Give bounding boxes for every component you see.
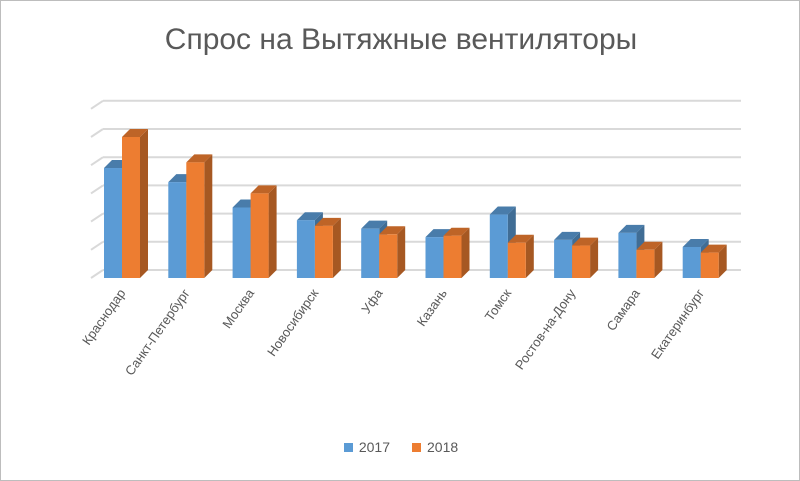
x-tick-label: Казань: [414, 286, 450, 329]
bar-2017: [104, 168, 122, 278]
legend-item-2017: 2017: [343, 439, 390, 455]
gridline-depth: [90, 128, 104, 138]
bar-top: [636, 241, 663, 250]
bar-2017: [618, 232, 637, 278]
bar-2017: [554, 239, 573, 278]
chart-title: Спрос на Вытяжные вентиляторы: [164, 23, 638, 56]
legend-label: 2017: [358, 439, 390, 455]
bar-2018: [507, 242, 526, 278]
gridline-depth: [90, 156, 104, 167]
bar-2018: [250, 193, 269, 278]
bar-side: [461, 227, 470, 278]
gridline-depth: [90, 212, 104, 223]
bar-top: [700, 244, 727, 253]
legend-swatch-2017: [343, 442, 353, 452]
legend-label: 2018: [427, 439, 459, 455]
bar-2018: [186, 162, 205, 278]
bar-top: [618, 224, 645, 233]
x-tick-label: Москва: [219, 285, 257, 331]
x-tick-label: Санкт-Петербург: [122, 286, 193, 378]
bar-side: [204, 154, 213, 278]
legend-item-2018: 2018: [412, 439, 458, 455]
legend: 2017 2018: [1, 439, 799, 455]
bar-2017: [361, 228, 380, 278]
bar-2018: [443, 235, 462, 278]
bar-2018: [636, 249, 655, 278]
bar-top: [507, 234, 534, 243]
x-tick-label: Краснодар: [79, 286, 128, 348]
bar-top: [361, 220, 388, 229]
bar-side: [525, 234, 534, 278]
bar-top: [554, 231, 581, 240]
bar-2018: [572, 245, 591, 278]
bar-2017: [489, 214, 508, 278]
bar-top: [296, 212, 323, 221]
bar-2017: [425, 237, 444, 278]
bar-side: [718, 244, 727, 278]
bar-side: [654, 241, 663, 278]
legend-swatch-2018: [412, 442, 421, 452]
bar-top: [489, 206, 516, 215]
x-tick-label: Самара: [603, 285, 643, 333]
bar-side: [332, 217, 341, 278]
bar-2017: [296, 220, 315, 278]
bar-2018: [314, 225, 333, 278]
bar-2017: [232, 207, 251, 278]
bar-top: [572, 237, 599, 246]
gridline-depth: [90, 269, 104, 279]
gridline-depth: [90, 240, 104, 251]
x-tick-label: Уфа: [358, 285, 386, 316]
bar-top: [186, 154, 213, 163]
bar-2018: [379, 234, 398, 278]
bar-top: [122, 129, 148, 137]
bar-side: [397, 226, 406, 278]
bar-top: [314, 217, 341, 226]
x-tick-label: Томск: [482, 286, 515, 324]
bar-side: [268, 185, 277, 278]
bar-2017: [168, 182, 187, 278]
x-tick-label: Екатеринбург: [648, 286, 707, 362]
bar-2018: [122, 137, 140, 278]
bar-side: [590, 237, 599, 278]
gridline-depth: [90, 184, 104, 195]
x-tick-label: Новосибирск: [264, 286, 321, 359]
bar-side: [140, 129, 148, 278]
bar-top: [682, 238, 709, 247]
x-tick-label: Ростов-на-Дону: [512, 286, 579, 373]
gridline-depth: [90, 99, 104, 110]
bar-top: [443, 227, 470, 236]
bar-2017: [682, 246, 701, 278]
bar-2018: [700, 252, 719, 278]
bar-top: [379, 226, 406, 235]
bar-top: [250, 185, 277, 194]
